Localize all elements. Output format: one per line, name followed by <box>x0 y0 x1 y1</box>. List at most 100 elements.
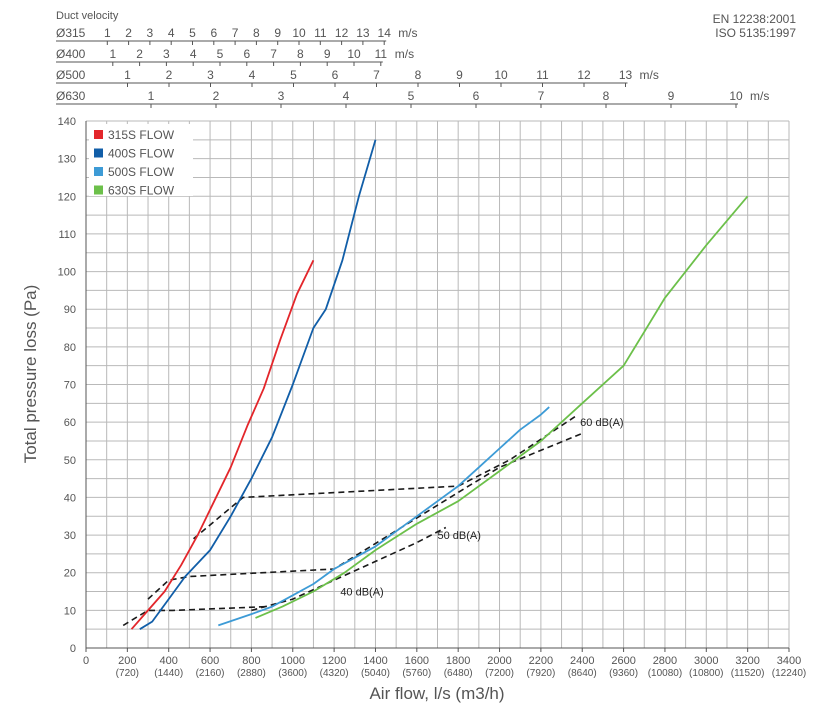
duct-velocity-tick-label: 10 <box>292 26 306 40</box>
y-tick-label: 60 <box>64 417 76 429</box>
y-tick-label: 0 <box>70 643 76 655</box>
duct-velocity-tick-label: 4 <box>249 68 256 82</box>
x-tick-sublabel: (5760) <box>402 668 431 679</box>
duct-velocity-tick-label: 9 <box>668 89 675 103</box>
duct-velocity-tick-label: 3 <box>278 89 285 103</box>
duct-velocity-tick-label: 2 <box>125 26 132 40</box>
duct-velocity-tick-label: 13 <box>619 68 633 82</box>
duct-velocity-tick-label: 11 <box>375 47 388 61</box>
duct-velocity-tick-label: 3 <box>163 47 170 61</box>
x-tick-sublabel: (9360) <box>609 668 638 679</box>
series-line <box>218 406 550 627</box>
legend-swatch <box>94 185 103 195</box>
duct-velocity-tick-label: 7 <box>538 89 545 103</box>
duct-velocity-tick-label: 9 <box>324 47 331 61</box>
noise-level-label: 50 dB(A) <box>438 530 481 542</box>
duct-velocity-tick-label: 7 <box>270 47 277 61</box>
duct-velocity-tick-label: 2 <box>213 89 220 103</box>
duct-velocity-tick-label: 5 <box>408 89 415 103</box>
duct-velocity-tick-label: 11 <box>536 68 549 82</box>
x-tick-label: 600 <box>201 655 219 667</box>
duct-velocity-unit: m/s <box>640 68 659 82</box>
legend-label: 630S FLOW <box>108 184 175 198</box>
duct-diameter-label: Ø315 <box>56 26 86 40</box>
duct-velocity-tick-label: 6 <box>210 26 217 40</box>
duct-velocity-tick-label: 5 <box>290 68 297 82</box>
x-tick-sublabel: (2880) <box>237 668 266 679</box>
duct-velocity-tick-label: 1 <box>148 89 155 103</box>
legend-swatch <box>94 148 103 158</box>
standard-iso: ISO 5135:1997 <box>715 26 796 40</box>
y-tick-label: 20 <box>64 568 76 580</box>
duct-velocity-tick-label: 13 <box>356 26 370 40</box>
duct-velocity-tick-label: 7 <box>373 68 380 82</box>
duct-velocity-tick-label: 10 <box>729 89 743 103</box>
x-tick-label: 1600 <box>405 655 429 667</box>
y-tick-label: 130 <box>58 154 76 166</box>
x-tick-label: 1400 <box>363 655 387 667</box>
y-tick-label: 140 <box>58 116 76 128</box>
grid <box>85 120 790 649</box>
duct-velocity-tick-label: 3 <box>207 68 214 82</box>
duct-velocity-tick-label: 9 <box>274 26 281 40</box>
x-tick-sublabel: (2160) <box>196 668 225 679</box>
series-line <box>255 195 749 619</box>
y-tick-label: 10 <box>64 605 76 617</box>
duct-velocity-tick-label: 4 <box>343 89 350 103</box>
duct-velocity-unit: m/s <box>395 47 414 61</box>
x-tick-sublabel: (720) <box>116 668 139 679</box>
duct-velocity-unit: m/s <box>398 26 417 40</box>
noise-level-lines: 40 dB(A) 50 dB(A) 60 dB(A) <box>122 413 624 627</box>
duct-velocity-tick-label: 12 <box>577 68 591 82</box>
standard-en: EN 12238:2001 <box>712 12 796 26</box>
x-tick-sublabel: (10800) <box>689 668 723 679</box>
duct-diameter-label: Ø630 <box>56 89 86 103</box>
noise-level-label: 60 dB(A) <box>580 417 623 429</box>
duct-velocity-tick-label: 6 <box>473 89 480 103</box>
duct-velocity-tick-label: 5 <box>217 47 224 61</box>
duct-velocity-tick-label: 6 <box>243 47 250 61</box>
x-tick-sublabel: (4320) <box>320 668 349 679</box>
duct-velocity-axes: Duct velocity Ø315 1 2 3 4 5 6 7 8 9 10 11 12 13 14 m/s… <box>56 10 769 108</box>
x-tick-label: 3400 <box>777 655 801 667</box>
legend-swatch <box>94 130 103 139</box>
duct-velocity-tick-label: 5 <box>189 26 196 40</box>
x-tick-sublabel: (6480) <box>444 668 473 679</box>
x-tick-label: 2400 <box>570 655 594 667</box>
duct-velocity-tick-label: 8 <box>297 47 304 61</box>
legend-box <box>89 124 193 196</box>
duct-velocity-tick-label: 1 <box>104 26 111 40</box>
duct-velocity-unit: m/s <box>750 89 769 103</box>
duct-diameter-label: Ø400 <box>56 47 86 61</box>
noise-level-label: 40 dB(A) <box>340 587 383 599</box>
x-tick-label: 1800 <box>446 655 470 667</box>
noise-level-line <box>192 413 579 540</box>
duct-velocity-tick-label: 4 <box>168 26 175 40</box>
x-tick-label: 0 <box>83 655 89 667</box>
duct-velocity-tick-label: 1 <box>124 68 131 82</box>
x-tick-label: 2600 <box>611 655 635 667</box>
duct-velocity-tick-label: 7 <box>232 26 239 40</box>
x-tick-sublabel: (10080) <box>648 668 682 679</box>
duct-velocity-tick-label: 3 <box>147 26 154 40</box>
duct-velocity-tick-label: 2 <box>136 47 143 61</box>
y-tick-label: 50 <box>64 455 76 467</box>
legend-label: 500S FLOW <box>108 165 175 179</box>
y-tick-label: 40 <box>64 492 76 504</box>
y-tick-label: 100 <box>58 267 76 279</box>
x-tick-label: 1200 <box>322 655 346 667</box>
duct-velocity-tick-label: 8 <box>253 26 260 40</box>
x-tick-sublabel: (8640) <box>568 668 597 679</box>
duct-velocity-tick-label: 11 <box>314 26 327 40</box>
noise-level-line <box>251 526 447 612</box>
x-tick-sublabel: (7920) <box>526 668 555 679</box>
duct-velocity-tick-label: 2 <box>166 68 173 82</box>
duct-velocity-tick-label: 10 <box>347 47 361 61</box>
x-tick-sublabel: (3600) <box>278 668 307 679</box>
duct-velocity-tick-label: 14 <box>378 26 392 40</box>
y-tick-label: 110 <box>58 229 76 241</box>
x-tick-label: 1000 <box>281 655 305 667</box>
x-tick-label: 400 <box>160 655 178 667</box>
x-tick-sublabel: (5040) <box>361 668 390 679</box>
